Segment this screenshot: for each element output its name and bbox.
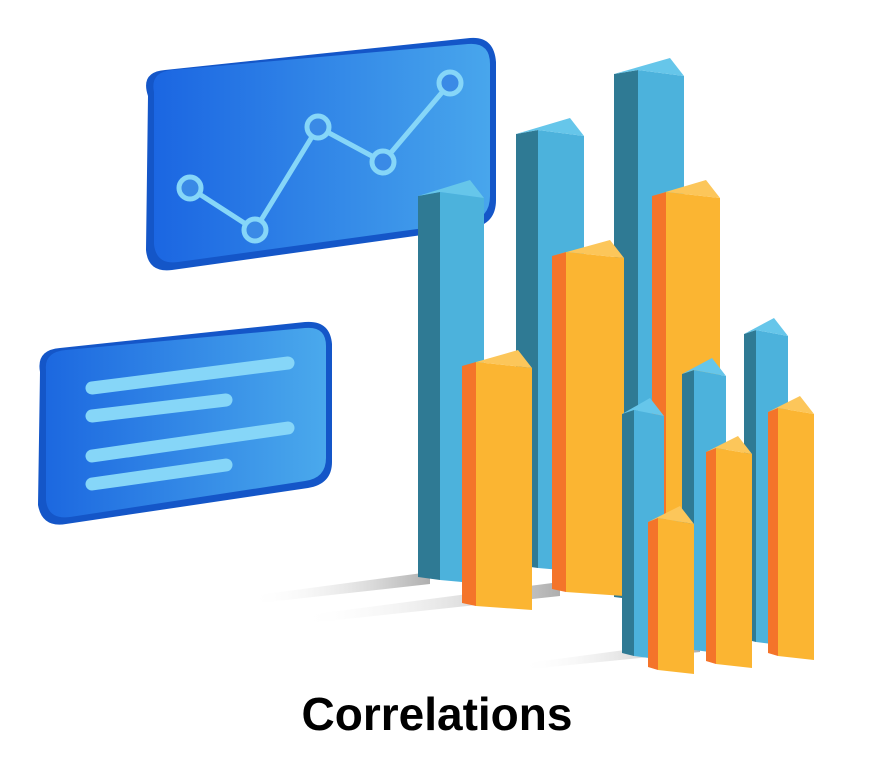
bar-orange-11 [706, 436, 752, 668]
bar-orange-4 [462, 350, 532, 610]
text-lines-card-icon [38, 321, 332, 525]
caption-title: Correlations [301, 688, 573, 740]
3d-bar-chart-icon [418, 58, 814, 674]
line-chart-card-icon [146, 37, 496, 271]
bar-orange-12 [768, 396, 814, 660]
bar-orange-10 [648, 506, 694, 674]
bar-orange-5 [552, 240, 624, 596]
